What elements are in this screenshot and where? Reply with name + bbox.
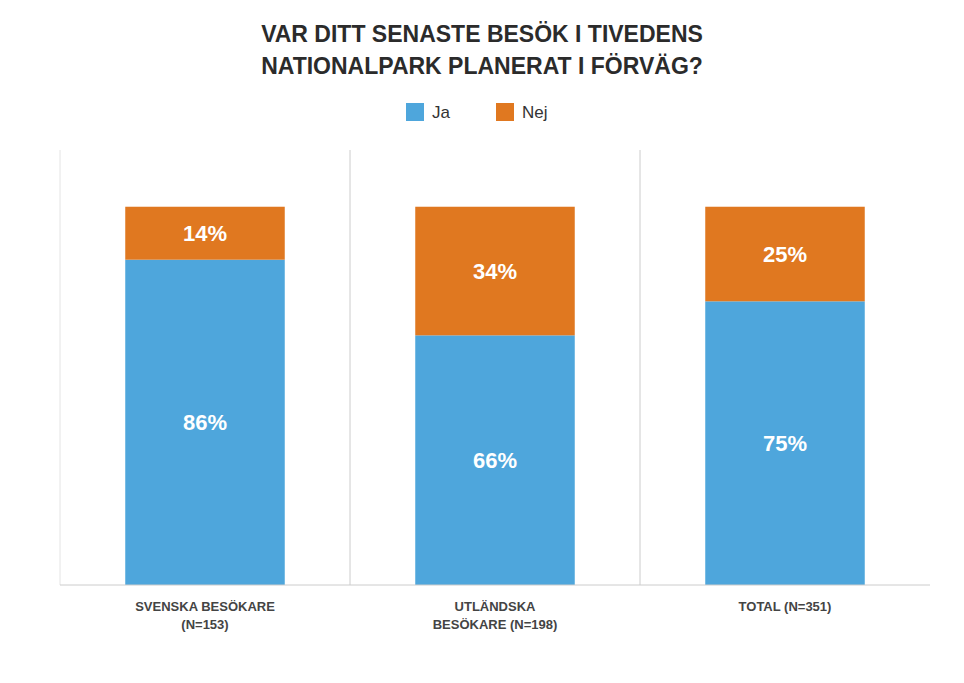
data-label: 34%: [473, 259, 517, 284]
separator: [640, 150, 641, 585]
bar-segment: [125, 207, 285, 260]
bar-segment: [415, 335, 575, 585]
title: VAR DITT SENASTE BESÖK I TIVEDENSNATIONA…: [261, 21, 703, 79]
x-tick-label: UTLÄNDSKABESÖKARE (N=198): [433, 599, 558, 632]
x-tick-label: TOTAL (N=351): [739, 599, 832, 614]
legend-swatch: [496, 103, 514, 121]
bar-segment: [415, 207, 575, 336]
legend-label: Ja: [432, 103, 451, 122]
bar-segment: [125, 260, 285, 585]
legend-swatch: [406, 103, 424, 121]
bar-segment: [705, 301, 865, 585]
data-label: 14%: [183, 221, 227, 246]
y-axis-line: [60, 150, 61, 585]
legend: Ja Nej: [406, 103, 548, 122]
x-tick-label: SVENSKA BESÖKARE(N=153): [135, 599, 275, 632]
bars: [125, 207, 865, 585]
data-labels: 86% 66% 75% 14% 34% 25%: [183, 221, 807, 473]
data-label: 75%: [763, 431, 807, 456]
background: [0, 0, 964, 683]
data-label: 66%: [473, 448, 517, 473]
legend-label: Nej: [522, 103, 548, 122]
separator: [350, 150, 351, 585]
bar-segment: [705, 207, 865, 302]
chart: VAR DITT SENASTE BESÖK I TIVEDENSNATIONA…: [0, 0, 964, 683]
data-label: 86%: [183, 410, 227, 435]
data-label: 25%: [763, 242, 807, 267]
x-axis-line: [60, 585, 930, 586]
